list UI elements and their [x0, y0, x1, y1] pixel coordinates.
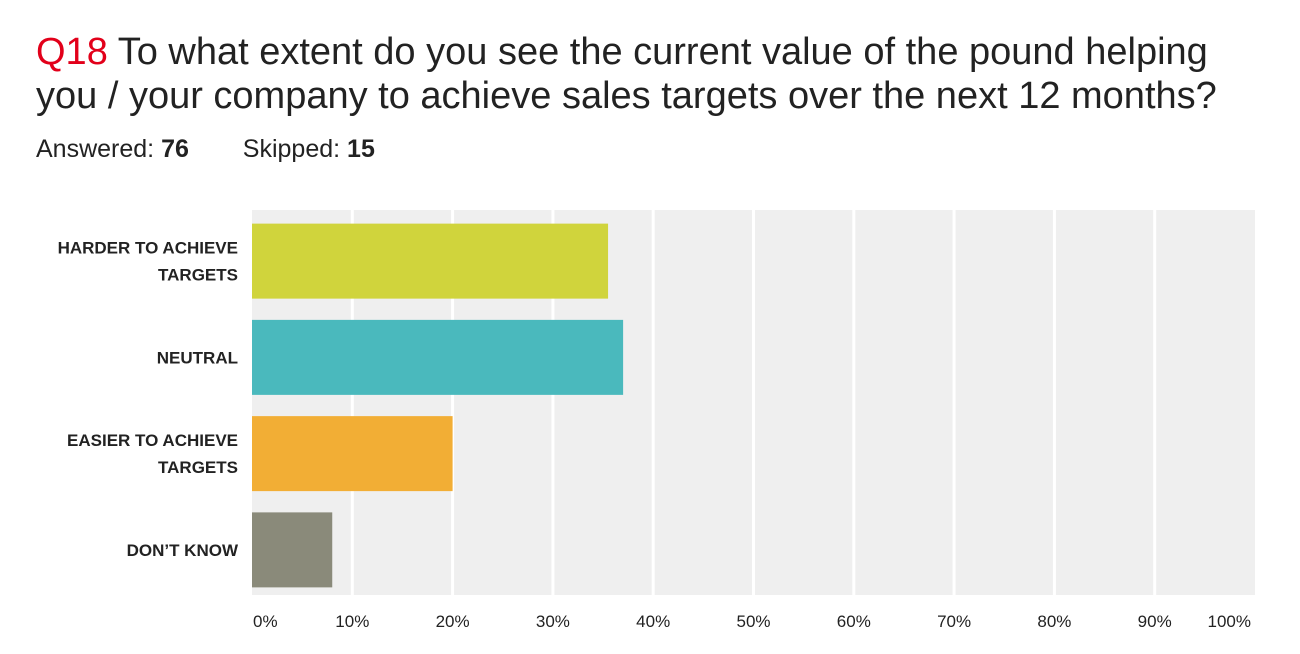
- x-tick-label: 50%: [736, 612, 770, 631]
- question-text: To what extent do you see the current va…: [36, 31, 1217, 117]
- x-tick-label: 70%: [937, 612, 971, 631]
- answered-value: 76: [161, 135, 189, 163]
- x-axis-ticks: 0% 10% 20% 30% 40% 50% 60% 70% 80% 90% 100%: [253, 612, 1251, 631]
- category-label: HARDER TO ACHIEVE: [58, 239, 238, 258]
- category-label: EASIER TO ACHIEVE: [67, 431, 238, 450]
- skipped-label: Skipped:: [242, 135, 341, 163]
- chart-title: Q18 To what extent do you see the curren…: [36, 30, 1276, 118]
- response-stats: Answered: 76 Skipped: 15: [36, 134, 1276, 164]
- skipped-value: 15: [347, 135, 375, 163]
- bar: [252, 319, 624, 395]
- bars: [252, 223, 624, 588]
- x-tick-label: 20%: [436, 612, 470, 631]
- x-tick-label: 40%: [636, 612, 670, 631]
- x-tick-label: 0%: [253, 612, 278, 631]
- x-tick-label: 30%: [536, 612, 570, 631]
- x-tick-label: 10%: [335, 612, 369, 631]
- x-tick-label: 90%: [1138, 612, 1172, 631]
- category-label: TARGETS: [158, 266, 238, 285]
- x-tick-label: 80%: [1037, 612, 1071, 631]
- chart-header: Q18 To what extent do you see the curren…: [36, 30, 1276, 164]
- category-label: TARGETS: [158, 458, 238, 477]
- question-number: Q18: [36, 31, 108, 73]
- bar: [252, 223, 609, 299]
- category-label: DON’T KNOW: [127, 541, 239, 560]
- category-labels: HARDER TO ACHIEVE TARGETS NEUTRAL EASIER TO…: [58, 239, 239, 560]
- category-label: NEUTRAL: [157, 348, 238, 367]
- bar: [252, 416, 453, 492]
- answered-label: Answered:: [36, 135, 155, 163]
- bar: [252, 512, 333, 588]
- x-tick-label: 60%: [837, 612, 871, 631]
- x-tick-label: 100%: [1208, 612, 1251, 631]
